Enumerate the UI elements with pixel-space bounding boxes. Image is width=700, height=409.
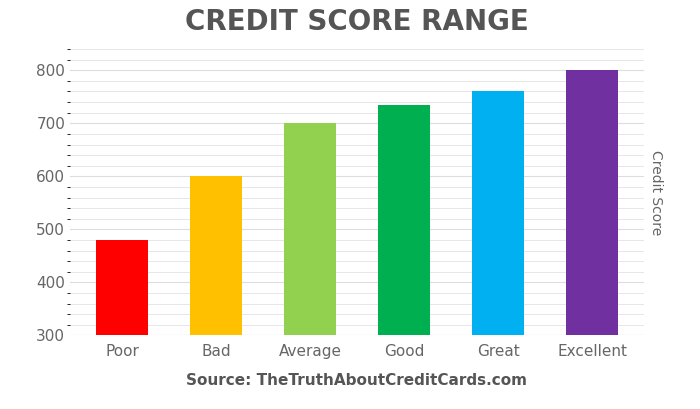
Bar — [96, 240, 148, 335]
Y-axis label: Credit Score: Credit Score — [650, 150, 664, 235]
Bar — [378, 105, 430, 335]
Title: CREDIT SCORE RANGE: CREDIT SCORE RANGE — [185, 8, 529, 36]
X-axis label: Source: TheTruthAboutCreditCards.com: Source: TheTruthAboutCreditCards.com — [186, 373, 528, 388]
Bar — [284, 123, 336, 335]
Bar — [566, 70, 618, 335]
Bar — [190, 176, 241, 335]
Bar — [473, 92, 524, 335]
